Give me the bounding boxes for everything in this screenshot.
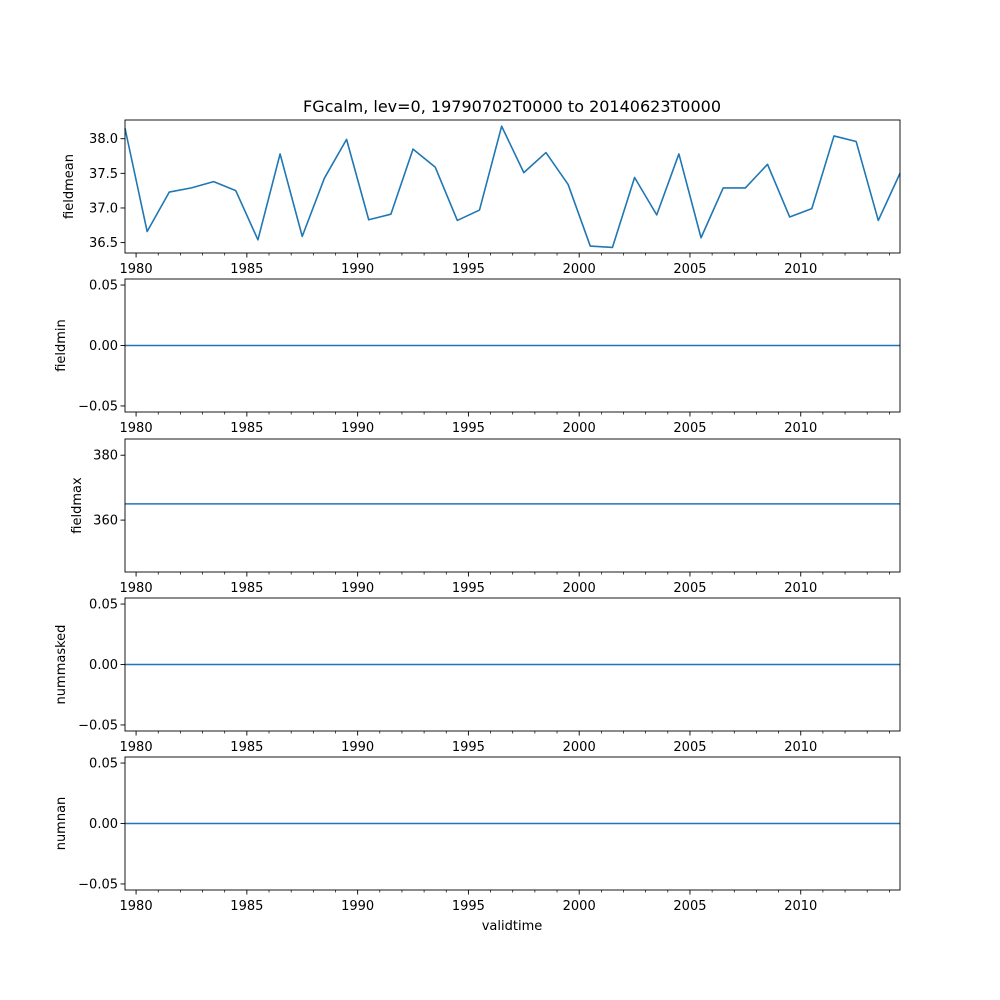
numnan-x-tick-label: 2000 (563, 899, 596, 914)
fieldmean-x-tick-label: 1980 (120, 262, 153, 277)
fieldmax-y-axis-label: fieldmax (70, 477, 85, 534)
fieldmin-x-tick-label: 2000 (563, 421, 596, 436)
fieldmax-x-tick-label: 2000 (563, 581, 596, 596)
numnan-y-tick-label: 0.05 (89, 757, 118, 772)
fieldmax-x-tick-label: 1990 (341, 581, 374, 596)
numnan-x-tick-label: 2005 (673, 899, 706, 914)
fieldmean-x-tick-label: 2000 (563, 262, 596, 277)
numnan-y-axis-label: numnan (54, 797, 69, 851)
subplot-fieldmean: 1980 1985 1990 1995 2000 2005 2010 36.5 37.0 37.5… (62, 119, 901, 277)
fieldmin-x-tick-label: 1985 (230, 421, 263, 436)
numnan-x-tick-label: 1995 (452, 899, 485, 914)
numnan-y-tick-label: 0.00 (89, 817, 118, 832)
fieldmean-y-tick-label: 38.0 (89, 132, 118, 147)
nummasked-x-tick-label: 1990 (341, 740, 374, 755)
fieldmax-axes-frame (124, 438, 901, 573)
fieldmin-x-tick-label: 1980 (120, 421, 153, 436)
fieldmean-x-tick-label: 1995 (452, 262, 485, 277)
numnan-x-tick-label: 1990 (341, 899, 374, 914)
subplots: 1980 1985 1990 1995 2000 2005 2010 36.5 37.0 37.5… (54, 119, 901, 914)
fieldmin-x-tick-label: 2010 (784, 421, 817, 436)
x-axis-label: validtime (482, 919, 543, 934)
numnan-x-tick-label: 1985 (230, 899, 263, 914)
fieldmean-y-tick-label: 37.0 (89, 201, 118, 216)
fieldmin-y-tick-label: 0.05 (89, 279, 118, 294)
fieldmean-x-tick-label: 1985 (230, 262, 263, 277)
nummasked-x-tick-label: 2005 (673, 740, 706, 755)
nummasked-x-tick-label: 1980 (120, 740, 153, 755)
fieldmin-x-tick-label: 2005 (673, 421, 706, 436)
fieldmax-x-tick-label: 2005 (673, 581, 706, 596)
fieldmax-x-tick-label: 1985 (230, 581, 263, 596)
fieldmean-x-tick-label: 1990 (341, 262, 374, 277)
fieldmin-x-tick-label: 1995 (452, 421, 485, 436)
fieldmean-x-tick-label: 2005 (673, 262, 706, 277)
fieldmean-axes-frame (124, 119, 901, 254)
subplot-numnan: 1980 1985 1990 1995 2000 2005 2010 −0.05 0.00 0.0… (54, 757, 901, 914)
fieldmean-y-axis-label: fieldmean (62, 154, 77, 219)
fieldmean-y-tick-label: 36.5 (89, 236, 118, 251)
fieldmin-y-tick-label: 0.00 (89, 339, 118, 354)
fieldmean-series-line (124, 125, 901, 249)
nummasked-x-tick-label: 2000 (563, 740, 596, 755)
numnan-y-tick-label: −0.05 (78, 877, 118, 892)
nummasked-x-tick-label: 1985 (230, 740, 263, 755)
fieldmax-x-tick-label: 1995 (452, 581, 485, 596)
fieldmax-y-tick-label: 360 (93, 514, 118, 529)
subplot-fieldmax: 1980 1985 1990 1995 2000 2005 2010 360 380 fieldm… (70, 438, 901, 596)
fieldmax-y-tick-label: 380 (93, 449, 118, 464)
fieldmin-y-axis-label: fieldmin (54, 319, 69, 372)
subplot-fieldmin: 1980 1985 1990 1995 2000 2005 2010 −0.05 0.00 0.0… (54, 279, 901, 436)
nummasked-y-tick-label: 0.05 (89, 598, 118, 613)
fieldmax-x-tick-label: 2010 (784, 581, 817, 596)
fieldmean-y-tick-label: 37.5 (89, 167, 118, 182)
nummasked-x-tick-label: 2010 (784, 740, 817, 755)
numnan-x-tick-label: 1980 (120, 899, 153, 914)
fieldmin-x-tick-label: 1990 (341, 421, 374, 436)
nummasked-y-tick-label: 0.00 (89, 658, 118, 673)
fieldmax-x-tick-label: 1980 (120, 581, 153, 596)
nummasked-y-tick-label: −0.05 (78, 718, 118, 733)
numnan-x-tick-label: 2010 (784, 899, 817, 914)
fieldmin-y-tick-label: −0.05 (78, 399, 118, 414)
nummasked-y-axis-label: nummasked (54, 625, 69, 705)
figure-title: FGcalm, lev=0, 19790702T0000 to 20140623… (303, 97, 721, 116)
fieldmean-x-tick-label: 2010 (784, 262, 817, 277)
nummasked-x-tick-label: 1995 (452, 740, 485, 755)
subplot-nummasked: 1980 1985 1990 1995 2000 2005 2010 −0.05 0.00 0.0… (54, 598, 901, 755)
